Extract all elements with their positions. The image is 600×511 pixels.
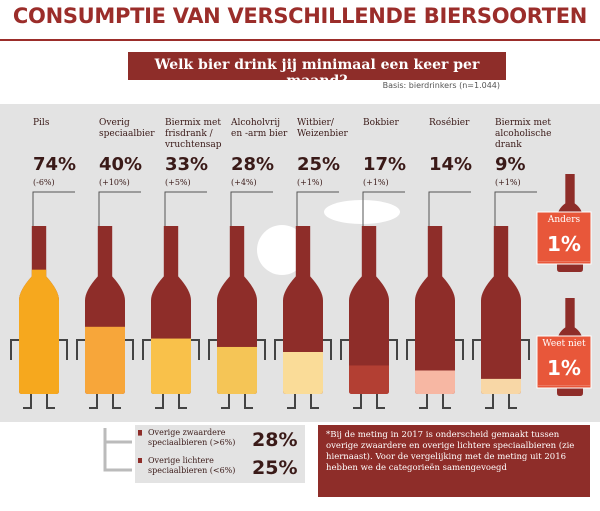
breakdown-label: Overige lichtere speciaalbieren (<6%) — [148, 456, 236, 475]
bottle-fill — [349, 365, 389, 394]
connector — [103, 428, 132, 472]
change-label: (+5%) — [165, 178, 191, 187]
legs — [406, 339, 464, 409]
legs — [208, 339, 266, 409]
bracket — [362, 191, 405, 228]
bracket — [230, 191, 273, 228]
bracket — [98, 191, 141, 228]
change-label: (+4%) — [231, 178, 257, 187]
chart-title: CONSUMPTIE VAN VERSCHILLENDE BIERSOORTEN — [12, 4, 588, 28]
bottle-fill — [151, 338, 191, 394]
category-label: Overig speciaalbier — [99, 118, 155, 139]
others-box — [536, 335, 592, 389]
others-mark — [538, 261, 590, 262]
change-label: (+1%) — [495, 178, 521, 187]
bottle-fill — [217, 346, 257, 394]
bracket — [164, 191, 207, 228]
breakdown-value: 28% — [252, 429, 298, 451]
value-label: 28% — [231, 154, 275, 175]
category-label: Bokbier — [363, 118, 399, 128]
legs — [274, 339, 332, 409]
change-label: (+10%) — [99, 178, 130, 187]
bottle — [415, 226, 455, 394]
bracket — [494, 191, 537, 228]
category-label: Alcoholvrij en -arm bier — [231, 118, 288, 139]
others-value: 1% — [547, 356, 581, 380]
bottle — [481, 226, 521, 394]
breakdown-mark — [138, 430, 142, 436]
footnote: *Bij de meting in 2017 is onderscheid ge… — [326, 430, 575, 473]
chart-note: Basis: bierdrinkers (n=1.044) — [382, 81, 500, 90]
breakdown-value: 25% — [252, 457, 298, 479]
others-value: 1% — [547, 232, 581, 256]
change-label: (+1%) — [363, 178, 389, 187]
chart-subtitle: Welk bier drink jij minimaal een keer pe… — [154, 57, 480, 89]
category-label: Biermix met frisdrank / vruchtensap — [165, 118, 222, 150]
change-label: (+1%) — [297, 178, 323, 187]
value-label: 40% — [99, 154, 143, 175]
footnote-box — [318, 425, 590, 497]
legs — [142, 339, 200, 409]
bottle — [349, 226, 389, 394]
value-label: 33% — [165, 154, 209, 175]
value-label: 25% — [297, 154, 341, 175]
value-label: 74% — [33, 154, 77, 175]
subtitle-box — [128, 52, 506, 80]
bracket — [428, 191, 471, 228]
others-label: Weet niet — [542, 339, 586, 349]
bottle-fill — [85, 326, 125, 394]
change-label: (-6%) — [33, 178, 55, 187]
bracket — [32, 191, 75, 228]
others-box — [536, 211, 592, 265]
legs — [76, 339, 134, 409]
category-label: Pils — [33, 118, 50, 128]
value-label: 9% — [495, 154, 526, 175]
others-mark — [538, 385, 590, 386]
legs — [340, 339, 398, 409]
breakdown-mark — [138, 458, 142, 463]
cloud — [324, 200, 400, 224]
legs — [10, 339, 68, 409]
bottle-fill — [283, 352, 323, 394]
legs — [472, 339, 530, 409]
bracket — [296, 191, 339, 228]
value-label: 17% — [363, 154, 407, 175]
bottle-fill — [415, 370, 455, 394]
category-label: Biermix met alcoholische drank — [495, 118, 552, 150]
others-label: Anders — [547, 215, 581, 225]
bottle-fill — [481, 378, 521, 394]
bottle-fill — [19, 269, 59, 394]
category-label: Witbier/ Weizenbier — [297, 118, 348, 139]
breakdown-box — [135, 425, 305, 483]
sun — [257, 225, 307, 275]
breakdown-label: Overige zwaardere speciaalbieren (>6%) — [148, 428, 236, 447]
value-label: 14% — [429, 154, 473, 175]
category-label: Rosébier — [429, 118, 470, 128]
